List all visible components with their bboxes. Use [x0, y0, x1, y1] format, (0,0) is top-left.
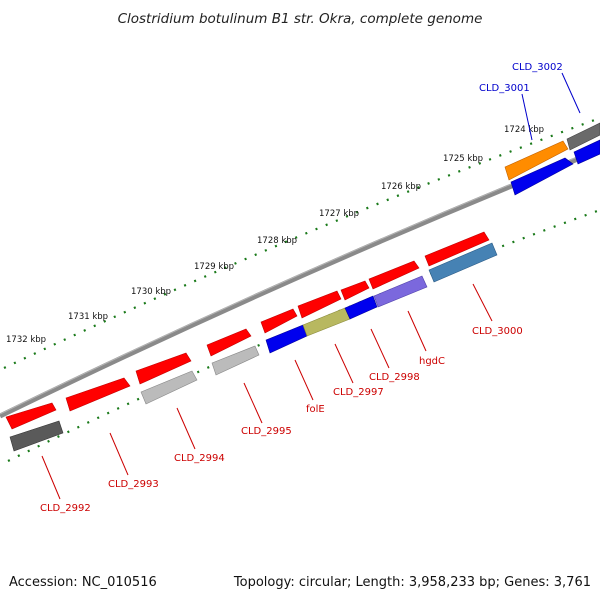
cds-feature-red — [5, 402, 57, 430]
ruler-label: 1724 kbp — [504, 125, 544, 135]
connector-line — [561, 72, 581, 114]
connector-line — [407, 310, 427, 352]
cds-feature-light-gray — [211, 345, 260, 376]
ruler-label: 1731 kbp — [68, 312, 108, 322]
connector-line — [294, 359, 314, 401]
feature-label: CLD_2993 — [108, 479, 159, 490]
connector-line — [243, 382, 263, 424]
cds-feature-red — [135, 352, 192, 385]
connector-line — [472, 283, 493, 322]
connector-line — [370, 328, 390, 369]
ruler-label: 1725 kbp — [443, 154, 483, 164]
ruler-label: 1728 kbp — [257, 236, 297, 246]
genome-backbone — [0, 147, 600, 419]
genome-summary-text: Topology: circular; Length: 3,958,233 bp… — [233, 575, 591, 590]
connector-line — [109, 432, 129, 476]
cds-feature-steel-blue — [428, 242, 498, 283]
feature-label: hgdC — [419, 356, 445, 367]
cds-feature-blue — [344, 295, 378, 320]
feature-label: CLD_3001 — [479, 83, 530, 94]
cds-feature-dark-gray — [9, 420, 64, 452]
cds-feature-red — [424, 231, 490, 267]
cds-feature-lavender — [373, 275, 428, 308]
feature-label: CLD_2994 — [174, 453, 225, 464]
feature-label: CLD_3000 — [472, 326, 523, 337]
cds-feature-red — [206, 328, 252, 357]
label-connectors — [41, 72, 581, 500]
feature-labels: CLD_2992 CLD_2993 CLD_2994 CLD_2995 folE… — [40, 62, 563, 514]
cds-feature-red — [340, 280, 370, 301]
ruler-label: 1732 kbp — [6, 335, 46, 345]
feature-label: CLD_2997 — [333, 387, 384, 398]
connector-line — [176, 407, 196, 450]
connector-line — [521, 93, 533, 141]
ruler-label: 1727 kbp — [319, 209, 359, 219]
map-title: Clostridium botulinum B1 str. Okra, comp… — [118, 11, 483, 27]
cds-feature-red — [65, 377, 131, 412]
feature-label: CLD_2998 — [369, 372, 420, 383]
connector-line — [41, 455, 61, 500]
ruler-label: 1726 kbp — [381, 182, 421, 192]
forward-strand-features — [5, 122, 600, 430]
cds-feature-gray — [566, 122, 600, 151]
cds-feature-red — [368, 260, 420, 290]
reverse-strand-features — [9, 139, 600, 452]
cds-feature-blue — [510, 157, 574, 196]
ruler-label: 1730 kbp — [131, 287, 171, 297]
cds-feature-light-gray — [140, 370, 198, 405]
accession-text: Accession: NC_010516 — [9, 575, 157, 590]
connector-line — [334, 343, 354, 384]
feature-label: CLD_3002 — [512, 62, 563, 73]
cds-feature-orange — [504, 140, 569, 181]
ruler-label: 1729 kbp — [194, 262, 234, 272]
cds-feature-red — [297, 290, 342, 319]
feature-label: folE — [306, 404, 325, 415]
cds-feature-red — [260, 308, 298, 334]
feature-label: CLD_2995 — [241, 426, 292, 437]
cds-feature-blue — [573, 139, 600, 165]
feature-label: CLD_2992 — [40, 503, 91, 514]
ruler-labels: 1724 kbp 1725 kbp 1726 kbp 1727 kbp 1728… — [6, 125, 544, 345]
